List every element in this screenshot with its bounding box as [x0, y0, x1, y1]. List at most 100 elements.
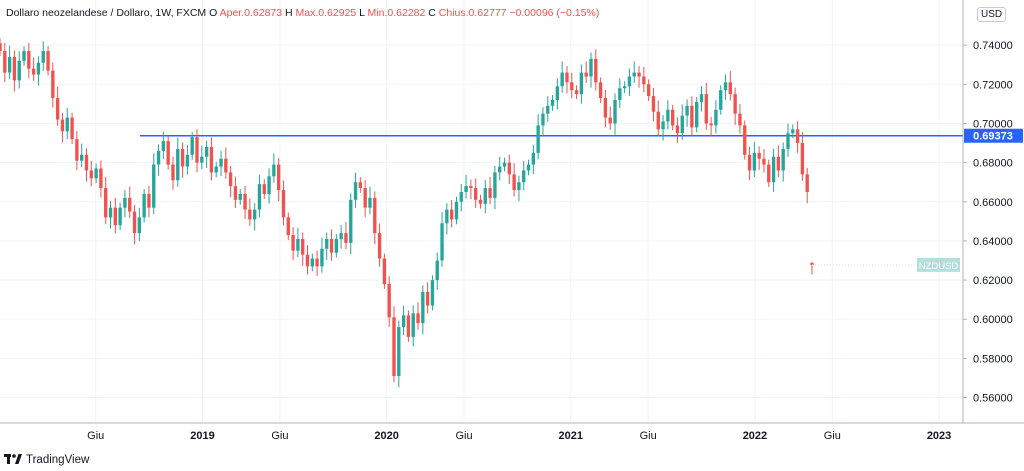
candle-body: [123, 197, 127, 208]
time-tick-label: Giu: [640, 430, 657, 442]
candle-body: [363, 188, 367, 208]
candle-body: [531, 152, 536, 165]
candle-body: [550, 99, 555, 106]
candle-body: [560, 72, 564, 87]
candle-body: [152, 164, 156, 208]
candle-body: [353, 182, 358, 200]
candle-body: [594, 58, 598, 83]
price-tick-label: 0.56000: [973, 393, 1013, 405]
candle-body: [541, 113, 545, 126]
candle-body: [315, 258, 319, 267]
candle-body: [675, 125, 680, 134]
price-tick-label: 0.64000: [973, 236, 1013, 248]
candle-body: [507, 162, 511, 175]
candle-body: [685, 105, 689, 116]
time-tick-label: Giu: [455, 430, 472, 442]
candle-body: [171, 164, 175, 181]
candle-body: [555, 86, 560, 100]
price-tick-label: 0.70000: [973, 118, 1013, 130]
candle-body: [325, 238, 329, 249]
candle-body: [526, 164, 531, 171]
tradingview-branding[interactable]: TradingView: [4, 453, 89, 467]
candle-body: [228, 172, 233, 187]
candle-body: [248, 209, 252, 220]
candle-body: [147, 193, 151, 208]
candle-body: [632, 72, 636, 77]
candle-body: [719, 90, 723, 110]
candle-body: [243, 193, 247, 210]
candle-body: [646, 84, 651, 97]
candle-body: [608, 117, 612, 124]
candle-body: [113, 207, 117, 226]
candle-body: [473, 188, 478, 200]
candle-body: [310, 258, 314, 267]
price-tick-label: 0.68000: [973, 158, 1013, 170]
candle-body: [469, 186, 473, 189]
change-value: −0.00096 (−0.15%): [509, 7, 600, 19]
candle-body: [368, 197, 372, 208]
candle-body: [84, 154, 89, 171]
candle-body: [570, 82, 574, 91]
candle-body: [60, 119, 65, 132]
candle-body: [498, 166, 502, 173]
candle-body: [377, 233, 382, 259]
candle-body: [449, 209, 454, 220]
candle-body: [156, 150, 161, 165]
candle-body: [190, 137, 194, 155]
candle-body: [334, 238, 339, 253]
candle-body: [598, 82, 603, 99]
candle-body: [339, 233, 343, 239]
candle-body: [55, 98, 60, 120]
candle-body: [445, 209, 449, 224]
candle-body: [3, 51, 7, 73]
candle-body: [180, 148, 185, 167]
candle-body: [695, 101, 699, 128]
time-tick-label: 2020: [374, 430, 398, 442]
candle-body: [387, 284, 391, 318]
candle-body: [709, 123, 713, 126]
candle-body: [589, 58, 593, 77]
candle-body: [70, 117, 74, 140]
candle-body: [31, 68, 36, 75]
candle-body: [747, 154, 752, 171]
candle-body: [128, 197, 132, 212]
candles: [0, 38, 814, 388]
candle-body: [699, 94, 704, 102]
candle-body: [425, 291, 430, 306]
candle-body: [267, 176, 271, 194]
candle-body: [637, 72, 641, 77]
candle-body: [358, 182, 363, 189]
horizontal-line-price-label: 0.69373: [973, 131, 1013, 143]
time-tick-label: 2021: [559, 430, 583, 442]
high-label: H: [285, 7, 293, 19]
candle-body: [411, 313, 415, 337]
candle-body: [613, 99, 617, 124]
candle-body: [421, 291, 425, 324]
candle-body: [728, 82, 733, 95]
currency-button[interactable]: USD: [977, 7, 1007, 22]
candle-body: [257, 184, 262, 210]
time-axis[interactable]: Giu 2019 Giu 2020 Giu 2021 Giu 2022 Giu 2023: [0, 422, 1024, 442]
high-value: Max.0.62925: [295, 7, 357, 19]
candle-body: [137, 217, 142, 234]
price-axis[interactable]: 0.56000 0.58000 0.60000 0.62000 0.64000 0.660…: [962, 0, 1013, 423]
symbol-name[interactable]: Dollaro neozelandese / Dollaro, 1W, FXCM: [6, 7, 207, 19]
candle-body: [464, 186, 468, 192]
candle-body: [762, 158, 766, 165]
candle-body: [200, 156, 204, 163]
candle-body: [132, 211, 137, 234]
price-tick-label: 0.66000: [973, 197, 1013, 209]
price-tick-label: 0.72000: [973, 79, 1013, 91]
price-tags: 0.69373 NZDUSD: [812, 128, 1023, 272]
candle-body: [416, 313, 420, 324]
candle-body: [618, 88, 622, 100]
candle-body: [579, 72, 584, 95]
candle-body: [440, 223, 444, 261]
symbol-tag: [917, 257, 960, 272]
candle-body: [305, 254, 310, 267]
candle-body: [656, 111, 660, 130]
candle-body: [108, 207, 113, 218]
candle-body: [344, 233, 348, 243]
candle-body: [281, 190, 286, 218]
